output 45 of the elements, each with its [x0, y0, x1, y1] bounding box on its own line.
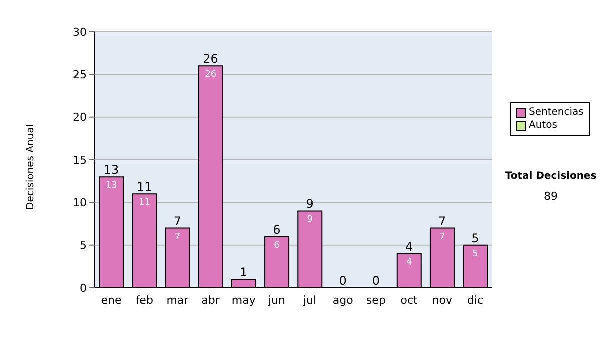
data-label: 13: [106, 181, 118, 192]
total-label: 4: [405, 240, 414, 254]
data-label: 9: [307, 215, 314, 226]
y-tick-label: 15: [73, 154, 87, 167]
x-tick-label: dic: [467, 294, 484, 307]
x-tick-label: may: [232, 294, 256, 307]
total-label: 7: [174, 214, 182, 228]
y-axis-title: Decisiones Anual: [26, 124, 37, 210]
text: Total Decisiones: [504, 171, 598, 182]
total-label: 1: [240, 265, 248, 280]
x-tick-label: jun: [267, 294, 286, 307]
x-tick-label: sep: [366, 294, 386, 307]
total-label: 26: [203, 52, 218, 66]
y-tick-label: 20: [73, 111, 87, 124]
data-label: 11: [138, 198, 150, 208]
total-label: 11: [136, 180, 152, 194]
y-tick-label: 25: [73, 68, 87, 82]
data-label: 4: [406, 258, 413, 268]
data-label: 5: [472, 249, 478, 260]
x-tick-label: feb: [136, 294, 154, 307]
total-label: 5: [472, 231, 480, 246]
total-label: 6: [273, 222, 281, 237]
x-tick-label: mar: [166, 294, 190, 307]
total-label: 9: [306, 197, 314, 212]
data-label: 7: [174, 232, 181, 242]
x-tick-label: ene: [101, 294, 122, 307]
y-tick-label: 30: [73, 26, 87, 39]
total-label: 13: [104, 163, 120, 178]
legend-label: Autos: [529, 119, 558, 132]
x-tick-label: abr: [202, 294, 220, 307]
x-tick-label: nov: [432, 294, 453, 307]
legend-label: Sentencias: [529, 106, 584, 119]
total-label: 0: [372, 274, 380, 288]
total-label: 7: [438, 214, 446, 228]
data-label: 7: [440, 232, 446, 242]
y-tick-label: 5: [80, 239, 87, 252]
y-tick-label: 10: [73, 196, 87, 210]
x-tick-label: oct: [400, 294, 419, 307]
data-label: 26: [205, 70, 217, 80]
x-tick-label: ago: [332, 294, 354, 307]
x-tick-label: jul: [302, 294, 317, 307]
total-label: 0: [339, 274, 347, 288]
data-label: 6: [274, 240, 280, 251]
y-tick-label: 0: [80, 282, 87, 295]
text: 89: [543, 190, 559, 203]
